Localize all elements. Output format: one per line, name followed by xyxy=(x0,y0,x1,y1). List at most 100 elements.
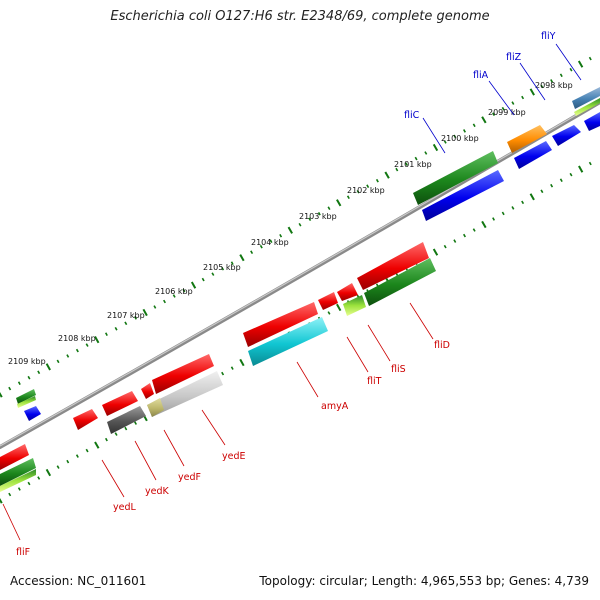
gene-arrow-yedK[interactable] xyxy=(102,391,138,416)
major-tick xyxy=(481,116,487,124)
leader-line-yedF xyxy=(163,429,185,467)
gene-arrow-yedE[interactable] xyxy=(147,371,223,417)
gene-arrow-red[interactable] xyxy=(141,383,154,399)
gene-label-fliZ[interactable]: fliZ xyxy=(506,52,522,63)
tick-label: 2109 kbp xyxy=(8,357,46,366)
gene-arrow-red[interactable] xyxy=(357,242,429,290)
minor-tick xyxy=(85,343,89,347)
minor-tick xyxy=(182,288,186,293)
gene-arrow-red[interactable] xyxy=(337,283,358,301)
gene-arrow-green[interactable] xyxy=(16,389,36,404)
tick-label: 2102 kbp xyxy=(347,186,385,195)
tick-label: 2103 kbp xyxy=(299,212,337,221)
minor-tick xyxy=(56,465,60,469)
minor-tick xyxy=(588,56,592,61)
minor-tick xyxy=(230,261,234,265)
gene-arrow-blue[interactable] xyxy=(514,141,552,169)
minor-tick xyxy=(308,217,312,222)
gene-label-fliS[interactable]: fliS xyxy=(391,364,406,375)
minor-tick xyxy=(17,487,21,491)
minor-tick xyxy=(550,183,554,188)
major-tick xyxy=(0,392,3,398)
gene-arrow-blue[interactable] xyxy=(422,170,504,221)
gene-label-yedL[interactable]: yedL xyxy=(113,502,136,513)
minor-tick xyxy=(104,437,108,442)
gene-label-amyA[interactable]: amyA xyxy=(321,401,349,412)
gene-arrow-fliA[interactable] xyxy=(507,125,547,153)
major-tick xyxy=(577,60,584,68)
gene-label-fliF[interactable]: fliF xyxy=(16,547,30,558)
minor-tick xyxy=(75,348,79,353)
gene-label-fliD[interactable]: fliD xyxy=(434,340,450,351)
major-tick xyxy=(287,226,293,234)
gene-arrow-fliD[interactable] xyxy=(364,258,436,306)
minor-tick xyxy=(134,421,137,425)
gene-label-fliA[interactable]: fliA xyxy=(473,70,489,81)
minor-tick xyxy=(269,239,273,243)
gene-arrow-yedF[interactable] xyxy=(152,354,214,394)
gene-arrow-blue[interactable] xyxy=(24,406,41,421)
map-title: Escherichia coli O127:H6 str. E2348/69, … xyxy=(110,9,490,24)
minor-tick xyxy=(75,454,79,458)
topology-text: Topology: circular; Length: 4,965,553 bp… xyxy=(259,574,589,588)
tick-label: 2104 kbp xyxy=(251,238,289,247)
minor-tick xyxy=(404,162,408,166)
gene-arrow-fliS[interactable] xyxy=(343,295,366,316)
leader-line-fliD xyxy=(409,302,434,340)
minor-tick xyxy=(492,217,496,221)
gene-arrow-fliT[interactable] xyxy=(318,292,338,310)
minor-tick xyxy=(66,354,70,358)
gene-label-fliC[interactable]: fliC xyxy=(404,110,420,121)
tick-label: 2101 kbp xyxy=(394,160,432,169)
gene-arrow-dark[interactable] xyxy=(107,406,146,434)
major-tick xyxy=(432,248,439,256)
minor-tick xyxy=(521,200,525,205)
major-tick xyxy=(94,441,100,449)
major-tick xyxy=(529,193,535,201)
major-tick xyxy=(45,468,52,477)
tick-label: 2099 kbp xyxy=(488,108,526,117)
minor-tick xyxy=(588,161,592,166)
gene-label-fliT[interactable]: fliT xyxy=(367,376,382,387)
tick-label: 2107 kbp xyxy=(107,311,145,320)
gene-arrow-fliY[interactable] xyxy=(572,87,600,109)
major-tick xyxy=(45,363,51,371)
gene-arrow-red[interactable] xyxy=(243,302,318,347)
accession-text: Accession: NC_011601 xyxy=(10,574,147,588)
gene-arrow-fliF[interactable] xyxy=(0,458,36,486)
minor-tick xyxy=(501,106,505,111)
minor-tick xyxy=(521,95,525,100)
minor-tick xyxy=(346,195,350,199)
gene-arrow-red[interactable] xyxy=(0,444,29,470)
gene-label-fliY[interactable]: fliY xyxy=(541,31,556,42)
minor-tick xyxy=(66,459,70,464)
minor-tick xyxy=(17,381,21,385)
gene-arrow-blue[interactable] xyxy=(552,125,581,146)
minor-tick xyxy=(56,359,60,364)
gene-arrow-blue[interactable] xyxy=(584,112,600,131)
tick-label: 2098 kbp xyxy=(535,81,573,90)
gene-arrow-yedL[interactable] xyxy=(73,409,98,430)
leader-line-fliT xyxy=(346,336,369,373)
tick-labels: 2109 kbp 2108 kbp 2107 kbp 2106 kbp 2105… xyxy=(8,81,573,366)
minor-tick xyxy=(221,371,225,376)
gene-arrow-amyA[interactable] xyxy=(248,317,328,366)
gene-label-yedE[interactable]: yedE xyxy=(222,451,246,462)
minor-tick xyxy=(550,79,554,83)
gene-label-yedF[interactable]: yedF xyxy=(178,472,201,483)
minor-tick xyxy=(124,321,128,326)
minor-tick xyxy=(511,101,515,105)
minor-tick xyxy=(124,426,128,431)
gene-arrow-fliZ[interactable] xyxy=(574,98,600,116)
major-tick xyxy=(239,254,245,262)
leader-line-fliF xyxy=(2,503,21,541)
minor-tick xyxy=(27,375,31,380)
gene-arrow-lime[interactable] xyxy=(17,396,36,408)
minor-tick xyxy=(317,212,321,216)
leader-line-yedL xyxy=(101,459,125,498)
gene-arrow-lime[interactable] xyxy=(0,469,36,492)
gene-arrow-fliC[interactable] xyxy=(413,151,498,205)
minor-tick xyxy=(492,112,496,116)
gene-arrow-olive[interactable] xyxy=(147,398,164,417)
gene-label-yedK[interactable]: yedK xyxy=(145,486,169,497)
